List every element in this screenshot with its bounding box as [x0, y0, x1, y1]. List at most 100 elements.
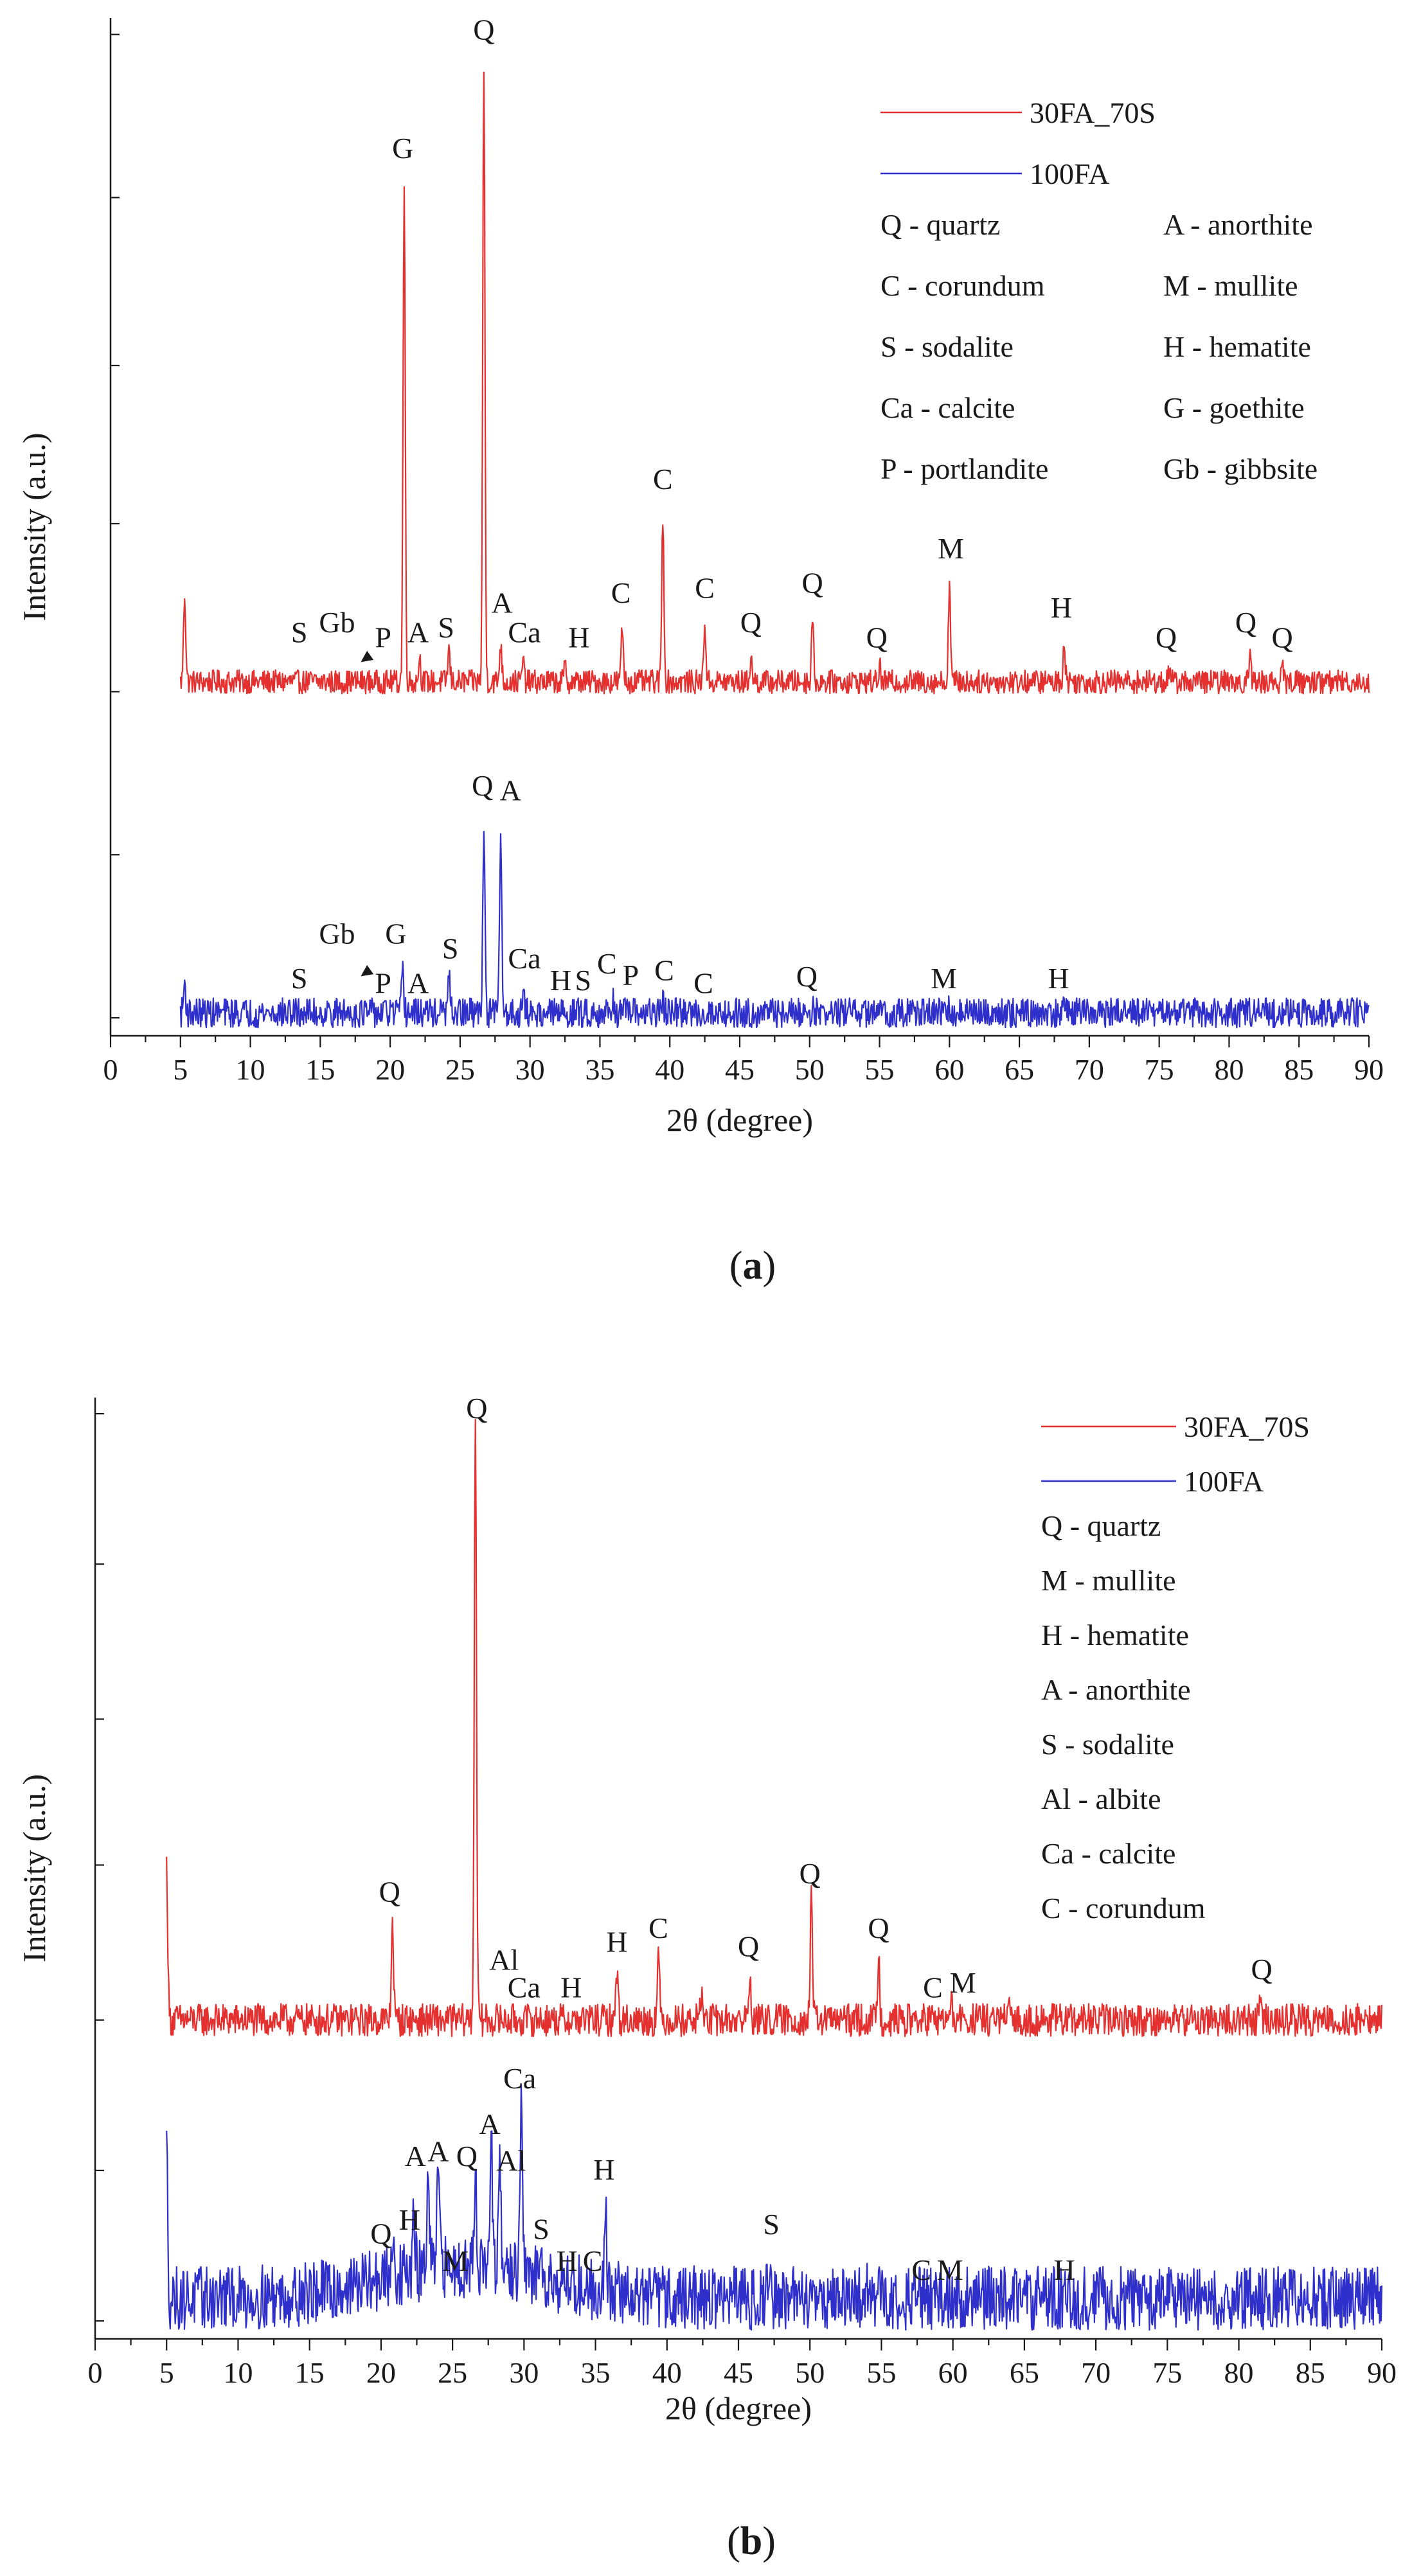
- peak-label: Q: [1271, 621, 1292, 653]
- x-tick-label: 25: [438, 2356, 467, 2389]
- x-tick-label: 10: [236, 1053, 265, 1086]
- peak-label: A: [500, 774, 521, 807]
- x-tick-label: 50: [795, 2356, 825, 2389]
- x-axis-title: 2θ (degree): [665, 2390, 812, 2426]
- peak-label: C: [653, 463, 673, 495]
- peak-label: C: [611, 576, 631, 609]
- x-tick-label: 40: [655, 1053, 684, 1086]
- legend-phase-entry: C - corundum: [1041, 1892, 1206, 1924]
- x-tick-label: 30: [509, 2356, 539, 2389]
- peak-label: G: [385, 918, 406, 950]
- x-tick-label: 0: [103, 1053, 118, 1086]
- legend-series-label: 100FA: [1184, 1465, 1264, 1498]
- x-tick-label: 20: [366, 2356, 396, 2389]
- peak-label: Q: [800, 1857, 821, 1890]
- peak-label: A: [427, 2135, 449, 2168]
- peak-label: S: [442, 932, 459, 965]
- x-tick-label: 45: [725, 1053, 755, 1086]
- peak-label: Al: [489, 1944, 519, 1976]
- legend-phase-entry: Ca - calcite: [1041, 1837, 1175, 1870]
- peak-label: S: [575, 964, 592, 997]
- peak-label: Q: [868, 1912, 889, 1944]
- x-tick-label: 15: [305, 1053, 335, 1086]
- legend: 30FA_70S 100FA Q - quartz M - mullite H - he…: [1041, 1410, 1310, 1924]
- legend-phase-entry: C - corundum: [880, 269, 1045, 302]
- peak-label: M: [937, 2253, 963, 2286]
- peak-label: S: [291, 616, 308, 649]
- peak-label: H: [1054, 2253, 1075, 2286]
- x-tick-label: 40: [652, 2356, 682, 2389]
- peak-label: Gb: [319, 918, 355, 950]
- peak-label: Q: [738, 1930, 759, 1962]
- peak-label: C: [654, 954, 674, 987]
- legend-phase-entry: G - goethite: [1163, 391, 1305, 424]
- legend: 30FA_70S 100FA Q - quartz A - anorthite C - …: [880, 96, 1318, 485]
- peak-label: Q: [456, 2140, 478, 2172]
- x-tick-label: 75: [1145, 1053, 1174, 1086]
- peak-label: A: [407, 616, 429, 649]
- x-tick-label: 55: [866, 2356, 896, 2389]
- legend-phase-entry: A - anorthite: [1163, 208, 1313, 241]
- peak-label: H: [606, 1925, 627, 1958]
- legend-series-label: 30FA_70S: [1184, 1410, 1310, 1443]
- peak-label: Q: [466, 1392, 487, 1425]
- x-tick-label: 75: [1152, 2356, 1182, 2389]
- peak-label: C: [911, 2253, 931, 2286]
- legend-phase-entry: M - mullite: [1041, 1564, 1176, 1597]
- peak-label: Q: [1251, 1953, 1273, 1985]
- peak-label: Q: [473, 13, 494, 46]
- x-tick-label: 35: [585, 1053, 614, 1086]
- peak-label: A: [479, 2108, 500, 2140]
- x-tick-label: 80: [1224, 2356, 1254, 2389]
- peak-label: Q: [740, 606, 762, 639]
- legend-phase-entry: H - hematite: [1163, 330, 1311, 363]
- gibbsite-arrow-marker: [361, 964, 374, 977]
- x-tick-label: 80: [1214, 1053, 1244, 1086]
- peak-label: M: [950, 1966, 976, 1999]
- peak-label: A: [492, 586, 513, 619]
- peak-label: M: [938, 532, 964, 565]
- peak-label: Q: [866, 621, 888, 653]
- peak-label: M: [931, 962, 957, 995]
- peak-label: Q: [1156, 621, 1177, 653]
- x-tick-label: 55: [865, 1053, 895, 1086]
- x-tick-label: 5: [159, 2356, 174, 2389]
- gibbsite-arrow-marker: [361, 650, 374, 662]
- x-tick-label: 30: [515, 1053, 545, 1086]
- x-tick-label: 50: [795, 1053, 825, 1086]
- peak-label: H: [550, 964, 571, 997]
- peak-label: Q: [379, 1875, 400, 1908]
- peak-label: Al: [496, 2144, 526, 2177]
- legend-phase-entry: Q - quartz: [880, 208, 1000, 241]
- peak-label: Ca: [508, 1971, 541, 2003]
- legend-phase-entry: P - portlandite: [880, 452, 1048, 485]
- x-tick-label: 65: [1005, 1053, 1034, 1086]
- peak-label: C: [597, 947, 617, 980]
- legend-series-label: 100FA: [1030, 157, 1109, 190]
- x-tick-label: 35: [581, 2356, 611, 2389]
- peak-label: Q: [796, 960, 818, 993]
- x-tick-label: 25: [445, 1053, 475, 1086]
- x-tick-label: 85: [1284, 1053, 1314, 1086]
- x-axis-title: 2θ (degree): [666, 1102, 813, 1138]
- peak-label: G: [392, 132, 413, 164]
- legend-phase-entry: S - sodalite: [880, 330, 1014, 363]
- series-line-30fa_70s: [179, 71, 1370, 695]
- x-tick-label: 0: [88, 2356, 103, 2389]
- y-axis-title: Intensity (a.u.): [16, 433, 52, 621]
- x-tick-label: 10: [223, 2356, 253, 2389]
- legend-phase-entry: Q - quartz: [1041, 1509, 1161, 1542]
- peak-label: C: [923, 1971, 943, 2003]
- x-tick-label: 70: [1075, 1053, 1104, 1086]
- panel-a: 0 5 10 15 20 25 30 35 40 45 50 55 60 65 70 75 80 85 90 2θ (…: [16, 13, 1384, 1288]
- peak-label: Gb: [319, 606, 355, 639]
- peak-label: H: [593, 2153, 614, 2186]
- peak-label: Q: [802, 567, 823, 600]
- x-tick-label: 60: [938, 2356, 968, 2389]
- x-tick-label: 85: [1296, 2356, 1325, 2389]
- series-line-30fa_70s: [166, 1419, 1383, 2038]
- series-line-100fa: [179, 831, 1370, 1029]
- peak-label: Q: [370, 2217, 391, 2250]
